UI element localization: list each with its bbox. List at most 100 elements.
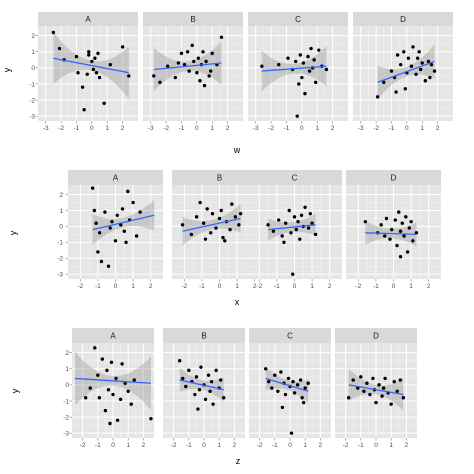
x-tick-label: -1 <box>186 442 192 449</box>
data-point <box>123 381 127 385</box>
x-tick-label: -2 <box>355 283 361 290</box>
x-tick-label: 2 <box>121 125 125 132</box>
data-point <box>286 56 290 60</box>
data-point <box>214 226 218 230</box>
data-point <box>210 211 215 216</box>
data-point <box>267 379 271 384</box>
data-point <box>351 378 355 382</box>
y-tick-label: 2 <box>59 192 63 199</box>
data-point <box>374 400 378 405</box>
data-point <box>359 375 363 379</box>
data-point <box>289 431 294 435</box>
data-point <box>418 67 423 72</box>
x-tick-label: 1 <box>409 283 413 290</box>
x-tick-label: 0 <box>218 283 222 290</box>
data-point <box>209 379 214 384</box>
data-point <box>103 408 108 413</box>
data-point <box>389 69 394 73</box>
data-point <box>292 391 297 395</box>
y-tick-label: 2 <box>31 33 35 40</box>
data-point <box>208 389 212 394</box>
y-tick-label: -1 <box>63 398 69 405</box>
data-point <box>303 91 307 96</box>
data-point <box>426 59 431 64</box>
data-point <box>362 389 366 394</box>
facet-panel-d: D -3 -2 -1 0 1 2 <box>353 12 453 132</box>
x-tick-label: -1 <box>95 442 101 449</box>
data-point <box>312 58 316 62</box>
data-point <box>181 376 185 381</box>
fit-line <box>377 60 435 83</box>
data-point <box>108 62 113 67</box>
data-point <box>106 387 111 392</box>
facet-panel-c: C -2 -1 0 1 2 <box>249 328 331 449</box>
data-point <box>108 421 112 426</box>
x-tick-label: -1 <box>95 283 101 290</box>
data-point <box>414 231 419 235</box>
data-point <box>371 376 375 381</box>
data-point <box>398 378 402 382</box>
data-point <box>211 402 215 406</box>
x-tick-label: -2 <box>171 442 177 449</box>
data-point <box>210 51 214 56</box>
data-point <box>198 200 202 205</box>
data-point <box>423 79 428 83</box>
data-point <box>203 237 208 241</box>
data-point <box>293 59 298 64</box>
data-point <box>298 378 303 382</box>
data-point <box>165 64 170 68</box>
data-point <box>129 402 133 406</box>
x-tick-label: 2 <box>331 125 335 132</box>
facet-panel-d: D -2 -1 0 1 2 <box>335 328 417 449</box>
y-tick-label: -2 <box>63 414 69 421</box>
data-point <box>401 396 406 400</box>
data-point <box>317 48 321 52</box>
data-point <box>204 59 208 64</box>
facet-strip-label: D <box>373 332 379 341</box>
facet-panel-a: A -2 -1 0 1 2 <box>68 170 163 290</box>
x-tick-label: -1 <box>284 125 290 132</box>
data-point <box>110 219 114 224</box>
data-point <box>295 114 299 118</box>
x-tick-label: 0 <box>114 283 118 290</box>
y-tick-label: -2 <box>57 256 63 263</box>
data-point <box>158 80 162 85</box>
data-point <box>313 232 318 237</box>
data-point <box>398 62 403 67</box>
data-point <box>377 383 381 387</box>
facet-panel-b: B -3 -2 -1 0 1 2 <box>143 12 243 132</box>
data-point <box>87 53 91 57</box>
x-tick-label: 1 <box>303 442 307 449</box>
facet-strip <box>248 12 348 26</box>
x-tick-label: 2 <box>226 125 230 132</box>
data-point <box>83 396 88 400</box>
data-point <box>276 389 280 394</box>
data-point <box>93 346 97 350</box>
facet-strip <box>143 12 243 26</box>
data-point <box>194 375 199 379</box>
data-point <box>309 46 313 51</box>
y-axis-title: y <box>10 388 20 393</box>
data-point <box>237 223 241 227</box>
data-point <box>124 240 128 245</box>
x-tick-label: 2 <box>149 283 153 290</box>
y-axis-title: y <box>8 230 18 235</box>
data-point <box>196 56 201 60</box>
data-point <box>394 90 398 94</box>
data-point <box>219 208 223 213</box>
data-point <box>313 80 318 85</box>
x-tick-label: 1 <box>235 283 239 290</box>
data-point <box>185 50 190 54</box>
data-point <box>182 62 187 67</box>
data-point <box>411 45 415 49</box>
fit-line <box>265 377 309 392</box>
facet-strip <box>72 328 154 343</box>
data-point <box>306 54 310 59</box>
facet-strip <box>249 328 331 343</box>
data-point <box>80 85 85 89</box>
data-point <box>270 386 274 390</box>
data-point <box>108 226 112 230</box>
data-point <box>76 70 80 75</box>
data-point <box>113 239 118 243</box>
